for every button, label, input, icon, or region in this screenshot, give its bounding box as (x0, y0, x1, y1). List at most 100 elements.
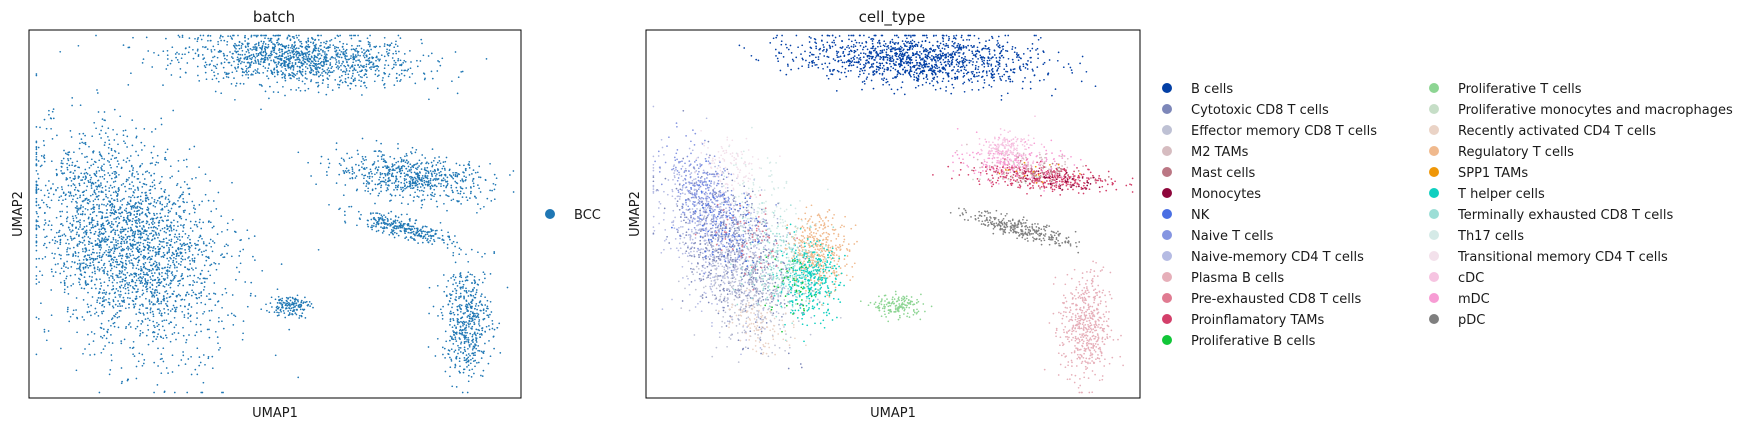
point-bcc (163, 278, 166, 281)
point-bcc (81, 152, 83, 155)
point-bcc (76, 160, 79, 163)
point-bcc (94, 258, 97, 261)
point-bcc (214, 330, 217, 333)
point-bcc (336, 65, 339, 67)
point-bcc (154, 303, 156, 306)
point-bcc (121, 305, 124, 307)
point-bcc (179, 239, 181, 241)
point-bcc (356, 45, 359, 47)
point-bcc (478, 187, 480, 190)
point-bcc (76, 208, 79, 210)
point-bcc (162, 240, 165, 243)
point-bcc (111, 281, 114, 284)
point-bcc (325, 60, 328, 63)
point-bcc (264, 37, 266, 39)
point-bcc (288, 313, 291, 316)
point-bcc (35, 234, 38, 236)
point-bcc (338, 76, 341, 78)
point-bcc (383, 154, 385, 156)
point-bcc (192, 268, 194, 271)
point-bcc (205, 63, 208, 66)
point-bcc (156, 251, 158, 254)
point-bcc (360, 80, 363, 82)
point-bcc (476, 211, 478, 214)
point-bcc (103, 169, 105, 172)
point-bcc (113, 139, 116, 141)
point-bcc (437, 178, 440, 180)
point-bcc (426, 194, 429, 197)
point-bcc (484, 179, 487, 182)
point-bcc (176, 221, 179, 223)
point-bcc (493, 188, 496, 191)
point-bcc (72, 313, 74, 316)
point-bcc (254, 60, 257, 63)
point-bcc (393, 182, 396, 184)
point-bcc (386, 220, 389, 222)
point-bcc (214, 90, 217, 93)
point-bcc (413, 238, 415, 240)
point-bcc (110, 220, 113, 223)
point-bcc (334, 63, 337, 66)
point-bcc (162, 285, 165, 287)
point-bcc (112, 259, 115, 261)
point-bcc (103, 296, 105, 298)
point-bcc (272, 91, 275, 93)
point-bcc (261, 85, 263, 87)
point-bcc (422, 184, 424, 187)
point-bcc (385, 189, 388, 192)
point-bcc (153, 324, 155, 327)
point-bcc (386, 217, 389, 220)
point-bcc (276, 70, 279, 73)
point-bcc (301, 51, 304, 54)
point-bcc (76, 202, 78, 204)
point-bcc (51, 110, 54, 113)
point-bcc (383, 172, 386, 175)
point-bcc (433, 195, 435, 198)
point-bcc (268, 97, 270, 100)
point-bcc (270, 37, 273, 40)
point-bcc (421, 203, 424, 206)
point-bcc (451, 189, 454, 192)
point-bcc (338, 173, 341, 176)
point-bcc (406, 154, 408, 157)
point-bcc (89, 213, 92, 216)
point-bcc (217, 43, 220, 46)
point-bcc (45, 339, 48, 342)
point-bcc (189, 274, 191, 277)
point-bcc (171, 274, 174, 276)
point-bcc (130, 196, 132, 199)
point-bcc (141, 364, 144, 367)
point-bcc (210, 263, 213, 266)
point-bcc (193, 257, 196, 260)
point-bcc (132, 234, 135, 237)
point-bcc (432, 159, 435, 162)
point-bcc (362, 182, 365, 185)
point-bcc (291, 296, 294, 299)
point-bcc (364, 51, 366, 54)
point-bcc (233, 230, 236, 233)
point-bcc (160, 302, 162, 305)
point-bcc (93, 206, 96, 209)
point-bcc (183, 316, 186, 319)
point-bcc (66, 211, 68, 213)
point-bcc (104, 266, 106, 269)
point-bcc (286, 58, 288, 61)
point-bcc (461, 178, 464, 180)
point-bcc (215, 208, 218, 210)
point-bcc (186, 243, 189, 245)
point-bcc (158, 312, 161, 314)
point-bcc (167, 313, 170, 315)
point-bcc (152, 204, 155, 207)
point-bcc (103, 174, 106, 176)
point-bcc (429, 178, 432, 180)
point-bcc (287, 297, 290, 299)
point-bcc (213, 55, 216, 58)
point-bcc (64, 152, 67, 155)
point-bcc (130, 72, 132, 75)
point-bcc (415, 167, 417, 170)
point-bcc (361, 69, 363, 72)
point-bcc (123, 140, 125, 143)
point-bcc (292, 306, 295, 309)
point-bcc (295, 55, 298, 57)
point-bcc (228, 61, 231, 64)
